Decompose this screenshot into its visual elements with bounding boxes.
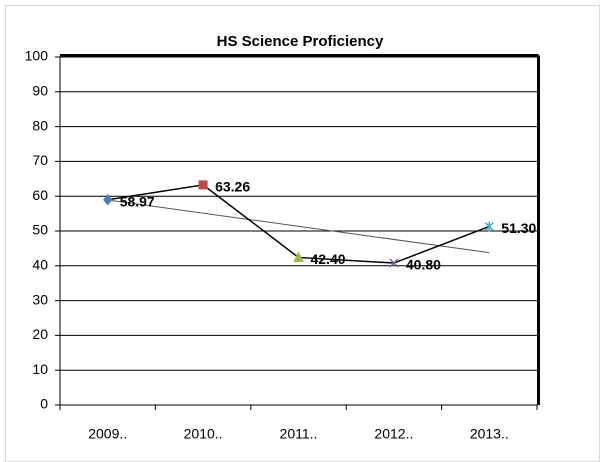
x-tick-label: 2012.. [374,426,413,442]
data-label: 58.97 [120,193,155,209]
y-tick-label: 80 [32,117,48,133]
marker [103,193,113,206]
y-tick-label: 90 [32,83,48,99]
x-tick-label: 2011.. [280,426,318,442]
chart-title: HS Science Proficiency [217,33,384,50]
marker [484,221,494,232]
x-tick-label: 2009.. [88,426,127,442]
marker [293,251,304,262]
marker [198,180,208,190]
data-label: 63.26 [215,179,250,195]
data-label: 51.30 [501,220,536,236]
data-label: 42.40 [311,251,346,267]
y-tick-label: 70 [32,152,48,168]
trendline [107,199,490,254]
x-tick-label: 2013.. [470,426,509,442]
y-tick-label: 0 [40,396,48,412]
y-tick-label: 30 [32,291,48,307]
y-tick-label: 50 [32,222,48,238]
y-tick-label: 10 [32,361,48,377]
y-tick-label: 20 [32,326,48,342]
marker [389,258,399,268]
y-tick-label: 40 [32,257,48,273]
chart-frame [5,5,600,462]
y-tick-label: 100 [25,48,49,64]
y-tick-label: 60 [32,187,48,203]
data-label: 40.80 [406,257,441,273]
x-tick-label: 2010.. [184,426,223,442]
